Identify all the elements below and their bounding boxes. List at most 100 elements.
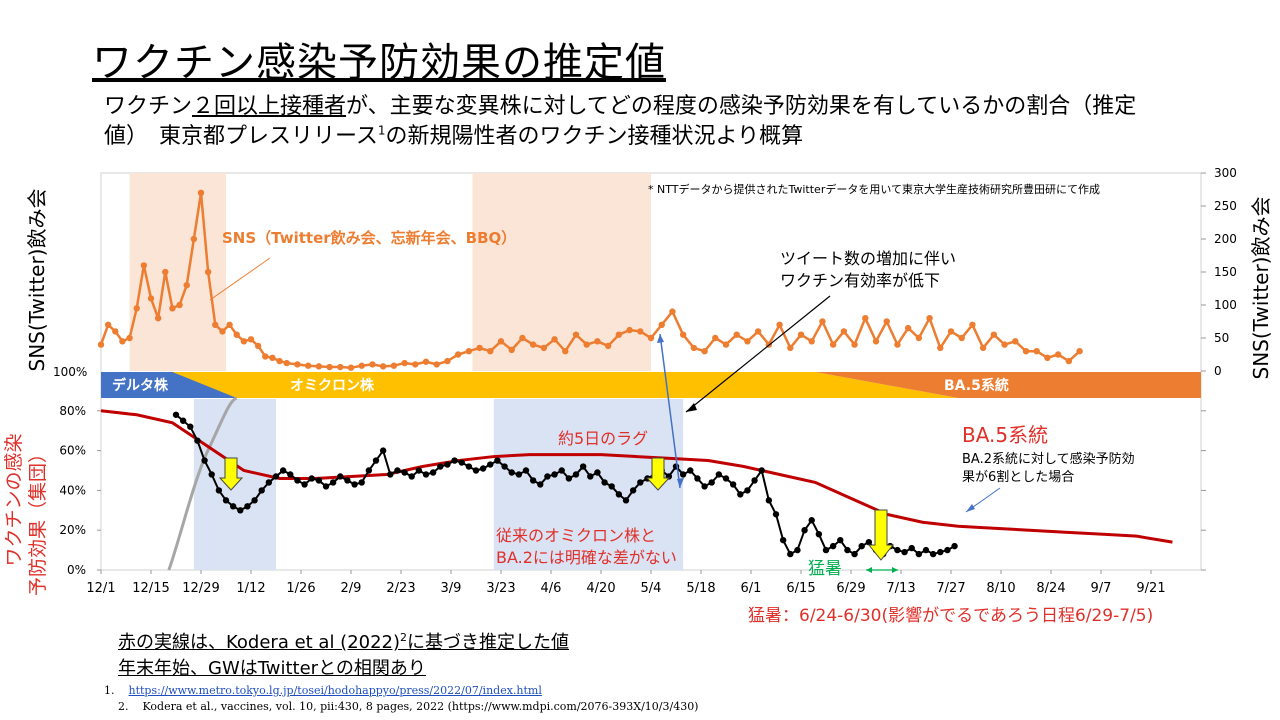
effect-point	[315, 477, 323, 484]
eff-ylabel-left-2: 予防効果（集団）	[27, 444, 49, 596]
sns-point	[326, 363, 333, 371]
sns-point	[529, 341, 537, 348]
effect-point	[951, 542, 958, 550]
note-holiday: 年末年始、GWはTwitterとの相関あり	[118, 658, 426, 679]
effect-point	[694, 475, 701, 482]
effect-point	[894, 546, 901, 554]
yellow-arrow-1	[218, 457, 244, 491]
sns-point	[140, 262, 148, 269]
sns-point	[183, 282, 190, 289]
effect-point	[558, 467, 565, 474]
sns-point	[133, 305, 140, 312]
sns-point	[551, 336, 558, 343]
band-label-omicron: オミクロン株	[290, 377, 375, 394]
sns-point	[915, 334, 923, 342]
ref2-num: 2.	[118, 700, 129, 713]
effect-point	[465, 463, 473, 470]
effect-point	[322, 483, 330, 490]
effect-point	[472, 467, 480, 474]
shade-gw	[472, 173, 651, 371]
eff-ylabel-left-1: ワクチンの感染	[3, 433, 25, 566]
effect-point	[272, 473, 280, 480]
sns-point	[412, 361, 419, 368]
sns-y-tick: 100	[1214, 298, 1237, 312]
effect-point	[722, 475, 730, 482]
yellow-arrow-2	[645, 457, 671, 491]
sns-point	[819, 318, 826, 325]
x-tick-label: 3/23	[486, 581, 515, 596]
effect-point	[701, 483, 708, 490]
sns-point	[379, 363, 387, 370]
effect-point	[458, 459, 465, 466]
heat-arrowhead-left	[866, 567, 872, 573]
effect-point	[815, 530, 823, 538]
effect-point	[565, 475, 573, 482]
heat-label: 猛暑	[808, 559, 842, 579]
sns-point	[637, 328, 644, 335]
x-tick-label: 7/13	[886, 581, 915, 596]
sns-point	[776, 321, 783, 328]
sns-point	[497, 338, 505, 345]
sns-y-tick: 50	[1214, 331, 1229, 345]
effect-point	[572, 471, 580, 478]
effect-point	[601, 479, 608, 486]
effect-point	[251, 497, 258, 504]
sns-point	[247, 336, 255, 343]
sns-point	[604, 342, 612, 350]
sns-point	[754, 328, 762, 335]
reference-1: 1. https://www.metro.tokyo.lg.jp/tosei/ho…	[104, 684, 542, 697]
sns-point	[894, 341, 901, 348]
effect-point	[265, 479, 273, 486]
effect-point	[437, 463, 444, 470]
sns-label-leader	[209, 257, 271, 301]
background-layer	[100, 172, 1202, 571]
effect-point	[194, 437, 201, 444]
sns-point	[658, 321, 665, 328]
sns-point	[401, 359, 408, 367]
effect-point	[594, 469, 601, 476]
sns-point	[562, 348, 569, 355]
effect-point	[308, 475, 315, 482]
lag-label: 約5日のラグ	[558, 429, 648, 448]
sns-point	[358, 362, 365, 369]
ref1-link[interactable]: https://www.metro.tokyo.lg.jp/tosei/hodo…	[128, 684, 542, 697]
sns-point	[119, 338, 126, 345]
effect-point	[422, 471, 430, 478]
sns-point	[862, 315, 869, 322]
effect-point	[908, 544, 915, 552]
sns-point	[1012, 338, 1019, 345]
sns-point	[937, 344, 944, 352]
effect-point	[787, 550, 794, 558]
note-red-line: 赤の実線は、Kodera et al (2022)2に基づき推定した値	[118, 628, 569, 654]
effect-point	[687, 467, 694, 474]
sns-point	[722, 341, 730, 348]
sns-point	[926, 315, 933, 322]
effect-point	[751, 477, 758, 484]
effect-point	[365, 467, 373, 474]
x-tick-label: 12/1	[86, 581, 115, 596]
sns-point	[787, 344, 794, 352]
axis-layer: SNS(Twitter)飲み会 SNS(Twitter)飲み会 300 250 200 1…	[3, 166, 1273, 596]
effect-point	[929, 550, 937, 558]
sns-point	[433, 361, 440, 368]
sns-point	[1033, 348, 1040, 355]
effect-point	[237, 507, 244, 514]
effect-point	[622, 497, 630, 504]
sns-point	[269, 354, 276, 361]
sns-point	[197, 189, 205, 196]
sns-point	[1044, 354, 1051, 361]
effect-point	[329, 479, 337, 486]
effect-point	[579, 463, 587, 470]
sns-point	[283, 359, 290, 367]
effect-point	[808, 517, 815, 524]
sns-point	[808, 338, 815, 345]
ref2-text: Kodera et al., vaccines, vol. 10, pii:43…	[142, 700, 699, 713]
sns-point	[947, 328, 955, 335]
effect-point	[344, 477, 351, 484]
effect-point	[915, 550, 923, 558]
subtitle-line2: 値） 東京都プレスリリース1の新規陽性者のワクチン接種状況より概算	[104, 118, 803, 150]
effect-point	[372, 457, 380, 464]
sns-point	[204, 268, 212, 276]
kodera-line	[100, 409, 1173, 544]
